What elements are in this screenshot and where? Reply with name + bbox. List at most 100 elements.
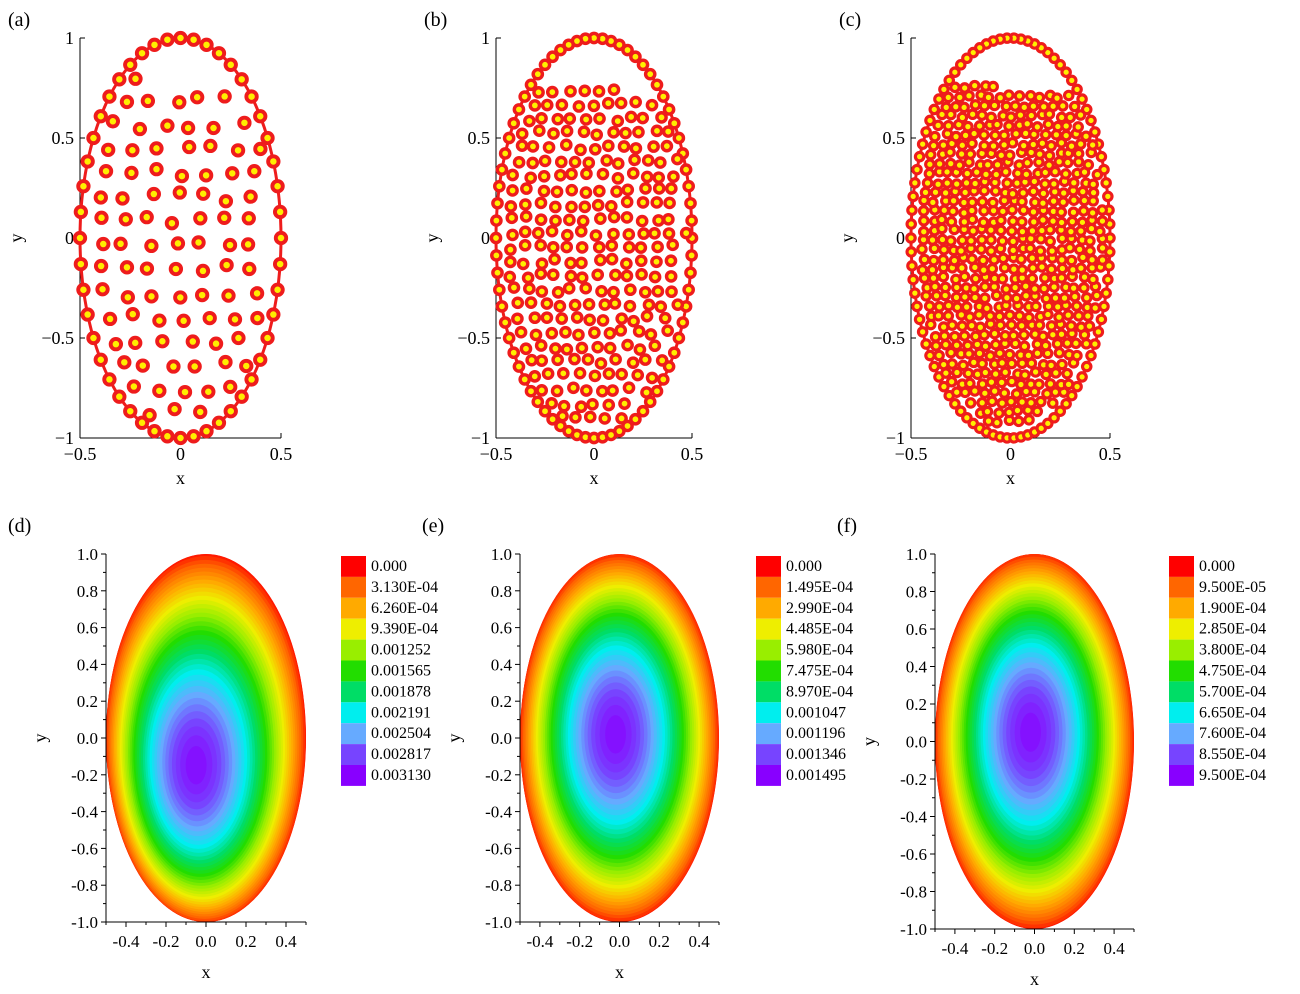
node-point xyxy=(1031,405,1044,418)
node-point xyxy=(587,99,601,113)
node-point xyxy=(507,281,521,294)
y-tick-label: 0 xyxy=(481,228,490,248)
node-point xyxy=(948,330,961,343)
node-point xyxy=(966,253,978,265)
node-point xyxy=(1039,272,1051,284)
legend-swatch xyxy=(756,639,781,661)
node-point xyxy=(974,321,987,334)
node-point xyxy=(556,367,570,380)
node-point xyxy=(206,120,221,136)
node-point xyxy=(152,313,167,328)
node-point xyxy=(170,236,186,251)
node-point xyxy=(933,93,945,105)
node-point xyxy=(583,410,597,424)
node-point xyxy=(520,182,533,195)
node-point xyxy=(1055,272,1068,284)
node-point xyxy=(505,211,519,225)
node-point xyxy=(1023,311,1035,324)
node-point xyxy=(685,249,698,262)
node-point xyxy=(1003,348,1016,361)
node-point xyxy=(493,179,506,193)
y-tick-label: -0.8 xyxy=(71,876,98,895)
node-point xyxy=(519,342,533,356)
legend-swatch xyxy=(756,618,781,640)
y-tick-label: 0.0 xyxy=(491,729,512,748)
node-point xyxy=(108,336,124,352)
node-point xyxy=(620,257,633,270)
node-point xyxy=(152,383,167,398)
y-tick-label: 1.0 xyxy=(491,545,512,564)
node-point xyxy=(1001,177,1013,189)
node-point xyxy=(222,237,238,253)
node-point xyxy=(593,112,606,125)
node-point xyxy=(211,415,227,430)
node-point xyxy=(927,254,940,267)
node-point xyxy=(191,235,206,250)
node-point xyxy=(671,152,684,166)
node-point xyxy=(575,256,588,270)
node-point xyxy=(1009,100,1022,112)
node-point xyxy=(1007,235,1019,248)
node-point xyxy=(1045,139,1058,152)
node-point xyxy=(987,196,999,209)
node-point xyxy=(661,125,675,138)
y-tick-label: 0.6 xyxy=(491,619,512,638)
node-point xyxy=(168,261,184,277)
node-point xyxy=(621,419,634,433)
node-point xyxy=(1025,109,1038,122)
node-point xyxy=(102,372,117,387)
node-point xyxy=(588,142,602,156)
legend-swatch xyxy=(1169,556,1194,577)
x-tick-label: 0.5 xyxy=(270,444,293,464)
node-point xyxy=(1068,194,1080,206)
x-tick-label: −0.5 xyxy=(480,444,513,464)
node-point xyxy=(591,198,605,212)
x-tick-label: 0.2 xyxy=(235,932,256,951)
node-point xyxy=(1049,165,1061,178)
node-point xyxy=(635,268,648,281)
node-point xyxy=(976,357,988,370)
node-point xyxy=(1055,216,1068,229)
node-point xyxy=(924,158,936,171)
node-point xyxy=(557,399,571,413)
node-point xyxy=(538,58,552,72)
node-point xyxy=(937,253,950,266)
node-point xyxy=(1044,378,1057,390)
node-point xyxy=(1010,292,1023,305)
x-tick-label: 0.4 xyxy=(275,932,297,951)
node-point xyxy=(959,291,971,303)
node-point xyxy=(645,98,659,112)
node-point xyxy=(969,291,981,304)
node-point xyxy=(1017,204,1030,217)
node-point xyxy=(684,196,697,210)
node-point xyxy=(968,127,980,140)
node-point xyxy=(1031,121,1044,133)
node-point xyxy=(160,32,175,47)
node-point xyxy=(1015,319,1028,332)
node-point xyxy=(933,158,946,170)
node-point xyxy=(906,204,918,216)
node-point xyxy=(580,384,593,397)
node-point xyxy=(217,210,232,225)
legend-swatch xyxy=(341,576,366,598)
node-point xyxy=(1046,397,1059,409)
node-point xyxy=(554,43,567,57)
node-point xyxy=(621,183,635,197)
node-point xyxy=(579,281,593,295)
node-point xyxy=(938,83,950,96)
node-point xyxy=(498,316,512,329)
node-point xyxy=(1035,395,1047,408)
node-point xyxy=(976,196,989,208)
node-point xyxy=(518,225,532,239)
node-point xyxy=(146,186,161,202)
node-point xyxy=(1037,197,1049,209)
node-point xyxy=(551,353,564,367)
legend-label: 0.001252 xyxy=(371,642,431,659)
node-point xyxy=(1083,320,1096,332)
node-point xyxy=(582,156,596,170)
node-point xyxy=(1039,128,1052,141)
node-point xyxy=(272,256,288,272)
node-point xyxy=(532,86,545,99)
node-point xyxy=(230,143,246,158)
node-point xyxy=(1006,137,1019,149)
